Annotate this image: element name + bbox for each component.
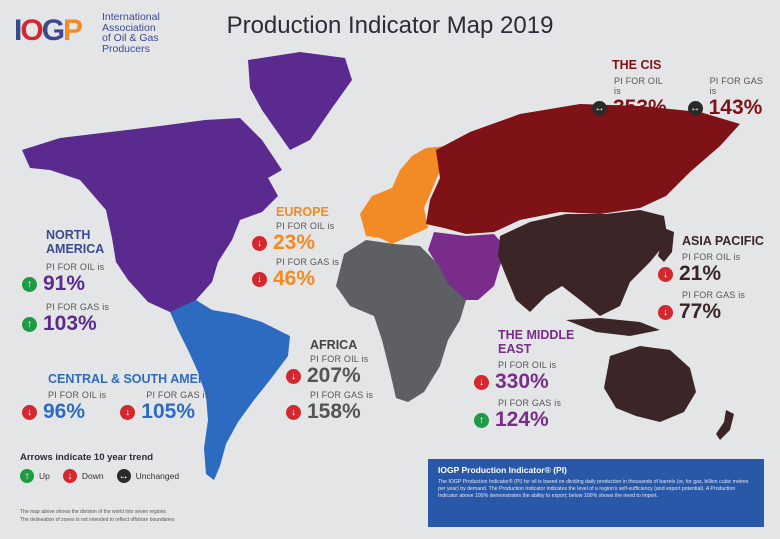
region-name: THE CIS bbox=[612, 58, 662, 72]
arrow-down-icon: ↓ bbox=[286, 368, 301, 384]
arrow-down-icon: ↓ bbox=[120, 404, 136, 420]
gas-value: 46% bbox=[273, 267, 316, 290]
legend-up-label: Up bbox=[39, 471, 50, 481]
arrow-down-icon: ↓ bbox=[252, 235, 267, 251]
gas-value: 124% bbox=[495, 408, 549, 431]
logo-text-line: International bbox=[102, 11, 160, 23]
oil-label: PI FOR OIL is bbox=[48, 390, 107, 400]
logo-mark: IOGP bbox=[14, 14, 83, 47]
new-zealand-shape bbox=[716, 410, 734, 440]
oil-value: 21% bbox=[679, 262, 722, 285]
europe-shape bbox=[360, 146, 446, 244]
region-name: THE MIDDLE EAST bbox=[498, 328, 574, 356]
oil-value: 91% bbox=[43, 272, 86, 295]
arrow-up-icon: ↑ bbox=[22, 316, 37, 332]
gas-label: PI FOR GAS is bbox=[682, 290, 746, 300]
region-name-line2: AMERICA bbox=[46, 242, 105, 256]
page-title: Production Indicator Map 2019 bbox=[226, 12, 554, 39]
iogp-logo: IOGP International Association of Oil & … bbox=[14, 10, 194, 54]
region-name: AFRICA bbox=[310, 338, 358, 352]
oil-label: PI FOR OIL is bbox=[276, 221, 335, 231]
oil-label: PI FOR OIL is bbox=[310, 354, 369, 364]
footnote-line2: The delineation of zones is not intended… bbox=[20, 517, 175, 523]
arrow-up-icon: ↑ bbox=[22, 276, 37, 292]
region-name: EUROPE bbox=[276, 205, 329, 219]
gas-label: PI FOR GAS is bbox=[276, 257, 340, 267]
region-name: ASIA PACIFIC bbox=[682, 234, 764, 248]
legend-down-label: Down bbox=[81, 471, 104, 481]
arrow-down-icon: ↓ bbox=[252, 271, 267, 287]
oil-value: 330% bbox=[495, 370, 549, 393]
south-america-shape bbox=[170, 300, 290, 480]
region-name-line1: THE MIDDLE bbox=[498, 328, 575, 342]
oil-label: PI FOR OIL is bbox=[46, 262, 105, 272]
gas-value: 105% bbox=[141, 400, 195, 423]
greenland-shape bbox=[248, 52, 352, 150]
oil-label: PI FOR OIL is bbox=[498, 360, 557, 370]
arrow-unchanged-icon: ↔ bbox=[116, 469, 131, 483]
region-name: CENTRAL & SOUTH AMERICA bbox=[48, 372, 229, 386]
pi-info-box: IOGP Production Indicator® (PI) The IOGP… bbox=[428, 459, 764, 527]
gas-label: PI FOR GAS is bbox=[498, 398, 562, 408]
region-cis: THE CIS PI FOR OIL is ↔ 353% PI FOR GAS … bbox=[592, 58, 772, 120]
japan-shape bbox=[658, 228, 674, 262]
oil-value: 23% bbox=[273, 231, 316, 254]
australia-shape bbox=[604, 346, 696, 422]
arrow-down-icon: ↓ bbox=[658, 266, 673, 282]
region-name-line1: NORTH bbox=[46, 228, 91, 242]
gas-value: 103% bbox=[43, 312, 97, 335]
logo-text: International Association of Oil & Gas P… bbox=[102, 12, 160, 54]
trend-legend: Arrows indicate 10 year trend ↑ Up ↓ Dow… bbox=[20, 452, 179, 483]
legend-title: Arrows indicate 10 year trend bbox=[20, 452, 154, 463]
asia-pacific-shape bbox=[498, 210, 668, 316]
gas-value: 77% bbox=[679, 300, 722, 323]
arrow-up-icon: ↑ bbox=[20, 469, 34, 483]
arrow-down-icon: ↓ bbox=[474, 374, 489, 390]
logo-text-line: Association bbox=[102, 21, 156, 34]
gas-label: PI FOR GAS is bbox=[310, 390, 374, 400]
region-middle-east: THE MIDDLE EAST PI FOR OIL is ↓ 330% PI … bbox=[474, 328, 574, 432]
arrow-down-icon: ↓ bbox=[658, 304, 673, 320]
legend-unchanged-label: Unchanged bbox=[135, 471, 180, 481]
oil-label: PI FOR OIL is bbox=[682, 252, 741, 262]
gas-value: 143% bbox=[708, 96, 763, 119]
region-central-south-america: CENTRAL & SOUTH AMERICA PI FOR OIL is ↓ … bbox=[22, 372, 248, 424]
oil-value: 353% bbox=[613, 96, 667, 119]
oil-label: PI FOR OIL is bbox=[614, 76, 663, 96]
logo-text-line: Producers bbox=[102, 42, 150, 55]
region-africa: AFRICA PI FOR OIL is ↓ 207% PI FOR GAS i… bbox=[286, 338, 374, 424]
region-name-line2: EAST bbox=[498, 342, 532, 356]
arrow-unchanged-icon: ↔ bbox=[592, 100, 607, 116]
region-name: NORTH AMERICA bbox=[46, 228, 109, 256]
africa-shape bbox=[336, 240, 466, 402]
gas-label: PI FOR GAS is bbox=[709, 76, 764, 96]
gas-value: 158% bbox=[307, 400, 361, 423]
arrow-down-icon: ↓ bbox=[286, 404, 301, 420]
region-europe: EUROPE PI FOR OIL is ↓ 23% PI FOR GAS is… bbox=[252, 205, 340, 291]
region-north-america: NORTH AMERICA PI FOR OIL is ↑ 91% PI FOR… bbox=[22, 228, 110, 336]
footnote-line1: The map above shows the division of the … bbox=[20, 509, 166, 515]
footnote: The map above shows the division of the … bbox=[20, 508, 174, 524]
oil-value: 96% bbox=[43, 400, 86, 423]
oil-value: 207% bbox=[307, 364, 361, 387]
arrow-unchanged-icon: ↔ bbox=[687, 100, 703, 116]
region-asia-pacific: ASIA PACIFIC PI FOR OIL is ↓ 21% PI FOR … bbox=[658, 234, 764, 324]
info-body: The IOGP Production Indicator® (PI) for … bbox=[438, 479, 749, 499]
info-title: IOGP Production Indicator® (PI) bbox=[438, 465, 567, 475]
gas-label: PI FOR GAS is bbox=[146, 390, 210, 400]
arrow-down-icon: ↓ bbox=[62, 469, 77, 483]
cis-shape bbox=[426, 104, 740, 234]
logo-text-line: of Oil & Gas bbox=[102, 32, 159, 44]
indonesia-shape bbox=[566, 318, 660, 336]
arrow-down-icon: ↓ bbox=[22, 404, 37, 420]
arrow-up-icon: ↑ bbox=[474, 412, 489, 428]
gas-label: PI FOR GAS is bbox=[46, 302, 110, 312]
north-america-shape bbox=[22, 118, 282, 318]
